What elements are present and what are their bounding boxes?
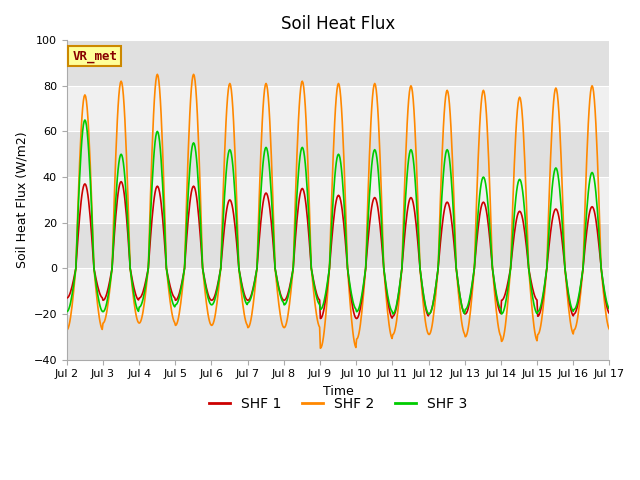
Bar (67, 268, 609, 314)
Bar (67, 40, 609, 86)
Bar (67, 132, 609, 177)
Bar (67, 314, 609, 360)
Bar (67, 86, 609, 132)
X-axis label: Time: Time (323, 385, 353, 398)
Legend: SHF 1, SHF 2, SHF 3: SHF 1, SHF 2, SHF 3 (204, 392, 473, 417)
Y-axis label: Soil Heat Flux (W/m2): Soil Heat Flux (W/m2) (15, 132, 28, 268)
Bar (67, 177, 609, 223)
Bar (67, 223, 609, 268)
Title: Soil Heat Flux: Soil Heat Flux (281, 15, 396, 33)
Text: VR_met: VR_met (72, 50, 117, 63)
